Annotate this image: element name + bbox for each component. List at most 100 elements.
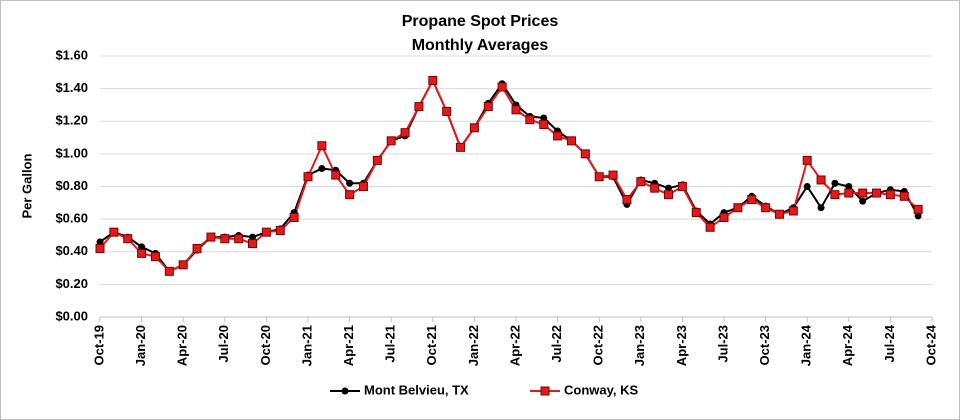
marker xyxy=(525,115,535,125)
marker xyxy=(774,209,784,219)
y-tick-label: $1.00 xyxy=(55,145,88,160)
marker xyxy=(220,234,230,244)
marker xyxy=(275,226,285,236)
marker xyxy=(483,102,493,112)
marker xyxy=(150,252,160,262)
marker xyxy=(914,212,922,220)
marker xyxy=(747,195,757,205)
x-tick-label: Apr-22 xyxy=(507,325,522,366)
marker xyxy=(469,123,479,133)
marker xyxy=(622,195,632,205)
marker xyxy=(844,188,854,198)
x-tick-label: Jan-22 xyxy=(466,325,481,366)
marker xyxy=(178,260,188,270)
marker xyxy=(566,136,576,146)
marker xyxy=(594,172,604,182)
x-tick-label: Apr-23 xyxy=(674,325,689,366)
marker xyxy=(123,234,133,244)
marker xyxy=(456,142,466,152)
y-tick-label: $0.40 xyxy=(55,243,88,258)
marker xyxy=(845,183,853,190)
legend-item: Conway, KS xyxy=(530,382,638,397)
marker xyxy=(400,128,410,138)
marker xyxy=(817,204,825,212)
marker xyxy=(636,177,646,187)
marker xyxy=(913,204,923,214)
marker xyxy=(345,190,355,200)
marker xyxy=(248,239,258,249)
y-tick-label: $0.00 xyxy=(55,308,88,323)
marker xyxy=(761,203,771,213)
y-tick-label: $0.20 xyxy=(55,276,88,291)
y-tick-label: $1.40 xyxy=(55,80,88,95)
marker xyxy=(803,183,811,190)
marker xyxy=(816,175,826,185)
marker xyxy=(386,136,396,146)
marker xyxy=(497,82,507,92)
marker xyxy=(317,141,327,151)
marker xyxy=(788,206,798,216)
marker xyxy=(872,188,882,198)
x-tick-label: Jan-20 xyxy=(133,325,148,366)
marker xyxy=(830,190,840,200)
marker xyxy=(138,243,146,251)
marker xyxy=(303,172,313,182)
y-tick-label: $1.20 xyxy=(55,113,88,128)
marker xyxy=(137,248,147,258)
marker xyxy=(885,190,895,200)
marker xyxy=(289,212,299,222)
x-tick-label: Oct-22 xyxy=(591,325,606,365)
x-tick-label: Apr-24 xyxy=(840,324,855,366)
marker xyxy=(664,190,674,200)
y-axis-title: Per Gallon xyxy=(19,153,34,218)
chart-subtitle: Monthly Averages xyxy=(412,37,549,54)
x-tick-label: Oct-20 xyxy=(258,325,273,365)
legend-label: Conway, KS xyxy=(564,382,638,397)
x-tick-label: Jul-20 xyxy=(216,325,231,363)
y-tick-label: $1.60 xyxy=(55,47,88,62)
marker xyxy=(95,243,105,253)
marker xyxy=(318,165,326,173)
marker xyxy=(249,233,257,241)
marker xyxy=(539,120,549,130)
chart-title: Propane Spot Prices xyxy=(402,13,559,30)
marker xyxy=(261,227,271,237)
x-tick-label: Jan-24 xyxy=(799,324,814,366)
x-tick-label: Oct-24 xyxy=(923,324,938,365)
legend-marker xyxy=(540,386,550,396)
marker xyxy=(719,212,729,222)
marker xyxy=(358,182,368,191)
marker xyxy=(109,227,119,237)
marker xyxy=(650,183,660,193)
marker xyxy=(234,234,244,244)
legend-label: Mont Belvieu, TX xyxy=(364,382,469,397)
marker xyxy=(96,238,104,246)
marker xyxy=(665,184,673,192)
y-tick-label: $0.80 xyxy=(55,178,88,193)
marker xyxy=(858,188,868,198)
x-tick-label: Oct-21 xyxy=(424,325,439,365)
x-tick-label: Jan-23 xyxy=(632,325,647,366)
marker xyxy=(691,208,701,218)
x-tick-label: Apr-21 xyxy=(341,325,356,366)
x-tick-label: Apr-20 xyxy=(175,325,190,366)
marker xyxy=(414,102,424,112)
marker xyxy=(206,232,216,242)
marker xyxy=(540,114,548,122)
marker xyxy=(164,266,174,276)
x-tick-label: Jan-21 xyxy=(299,325,314,366)
x-tick-label: Jul-24 xyxy=(882,324,897,362)
marker xyxy=(677,182,687,191)
marker xyxy=(346,179,354,187)
marker xyxy=(553,131,563,141)
marker xyxy=(428,75,438,85)
marker xyxy=(442,106,452,116)
marker xyxy=(608,170,618,180)
x-tick-label: Oct-23 xyxy=(757,325,772,365)
legend-marker xyxy=(341,387,349,395)
x-tick-label: Oct-19 xyxy=(91,325,106,365)
marker xyxy=(511,105,521,115)
y-tick-label: $0.60 xyxy=(55,211,88,226)
